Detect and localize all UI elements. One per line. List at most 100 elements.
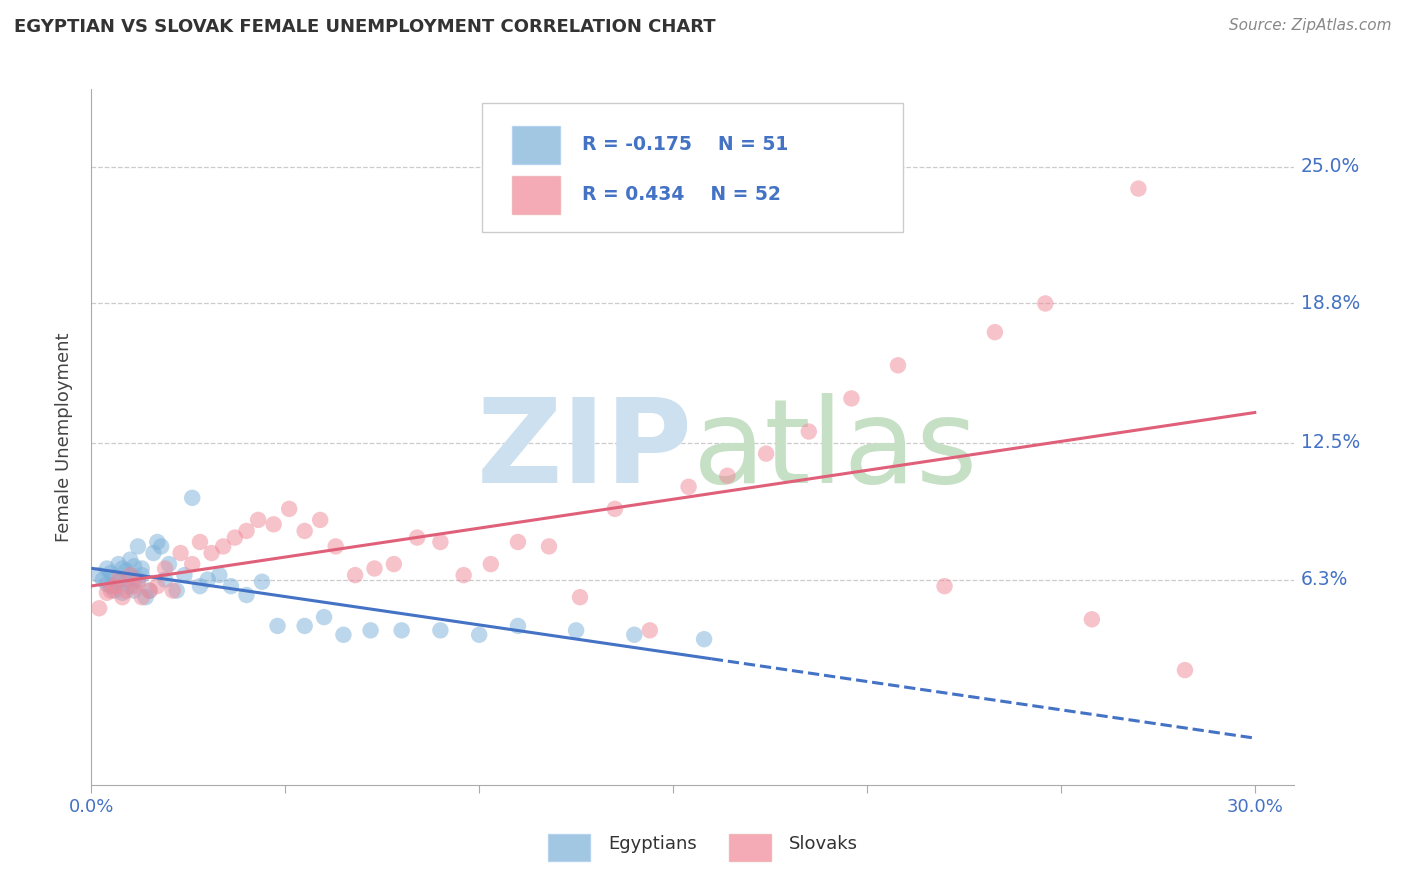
Point (122, 583, 145, 598)
Point (181, 491, 204, 505)
Point (506, 535, 529, 549)
Point (219, 579, 242, 593)
Point (162, 583, 184, 598)
Point (212, 540, 235, 554)
Text: atlas: atlas (692, 393, 977, 508)
Point (934, 579, 956, 593)
Point (122, 559, 145, 574)
Point (153, 573, 176, 587)
Point (96, 561, 118, 575)
Point (111, 561, 134, 575)
Point (208, 568, 231, 582)
Point (797, 425, 820, 439)
Point (127, 540, 149, 554)
Point (569, 591, 592, 605)
Point (506, 619, 529, 633)
Point (100, 583, 122, 598)
Point (131, 591, 153, 605)
Point (135, 591, 157, 605)
Point (638, 624, 661, 638)
Point (142, 546, 165, 560)
Point (344, 568, 367, 582)
Point (224, 531, 246, 545)
Bar (512, 126, 560, 164)
Point (1033, 296, 1056, 310)
Point (120, 579, 142, 593)
Point (146, 579, 169, 593)
Point (115, 583, 138, 598)
Point (247, 513, 270, 527)
Point (1174, 663, 1197, 677)
Point (678, 480, 700, 494)
Point (363, 561, 385, 575)
Point (166, 583, 188, 598)
Point (1081, 612, 1104, 626)
Point (138, 583, 160, 598)
Point (623, 628, 645, 642)
Point (406, 531, 429, 545)
Text: Egyptians: Egyptians (609, 835, 697, 853)
Point (173, 568, 195, 582)
Point (104, 579, 127, 593)
Point (120, 552, 142, 566)
Point (603, 501, 626, 516)
Y-axis label: Female Unemployment: Female Unemployment (55, 333, 73, 541)
Point (468, 628, 491, 642)
Point (294, 619, 316, 633)
Point (841, 392, 863, 406)
Point (115, 573, 138, 587)
Point (188, 579, 211, 593)
FancyBboxPatch shape (482, 103, 903, 232)
Point (453, 568, 475, 582)
Point (325, 540, 347, 554)
Point (391, 624, 413, 638)
Point (479, 557, 502, 571)
Point (278, 501, 301, 516)
Point (100, 579, 122, 593)
Point (153, 561, 176, 575)
Point (429, 624, 451, 638)
Point (127, 574, 149, 589)
Point (266, 619, 288, 633)
Point (250, 574, 273, 589)
Point (382, 557, 405, 571)
Point (201, 546, 224, 560)
Point (111, 586, 134, 600)
Point (332, 628, 354, 642)
Point (716, 468, 738, 483)
Point (235, 524, 257, 538)
Text: Source: ZipAtlas.com: Source: ZipAtlas.com (1229, 18, 1392, 33)
Point (197, 573, 219, 587)
Point (537, 540, 560, 554)
Point (429, 535, 451, 549)
Point (150, 540, 173, 554)
Point (309, 513, 332, 527)
Point (312, 610, 335, 624)
Point (107, 574, 129, 589)
Point (104, 570, 127, 584)
Point (188, 535, 211, 549)
Point (1128, 181, 1150, 195)
Point (120, 568, 142, 582)
Point (235, 588, 257, 602)
Point (122, 579, 145, 593)
Point (89, 601, 111, 615)
Point (169, 546, 191, 560)
Point (138, 583, 160, 598)
Point (89, 568, 111, 582)
Point (146, 535, 169, 549)
Point (107, 573, 129, 587)
Point (120, 568, 142, 582)
Point (181, 557, 204, 571)
Text: R = -0.175    N = 51: R = -0.175 N = 51 (582, 136, 789, 154)
Point (263, 517, 285, 532)
Bar (548, 834, 591, 862)
Text: Slovaks: Slovaks (789, 835, 858, 853)
Point (131, 561, 153, 575)
Point (984, 325, 1007, 339)
Point (100, 566, 122, 580)
Text: R = 0.434    N = 52: R = 0.434 N = 52 (582, 186, 780, 204)
Point (107, 557, 129, 571)
Bar (728, 834, 770, 862)
Text: 6.3%: 6.3% (1301, 570, 1348, 589)
